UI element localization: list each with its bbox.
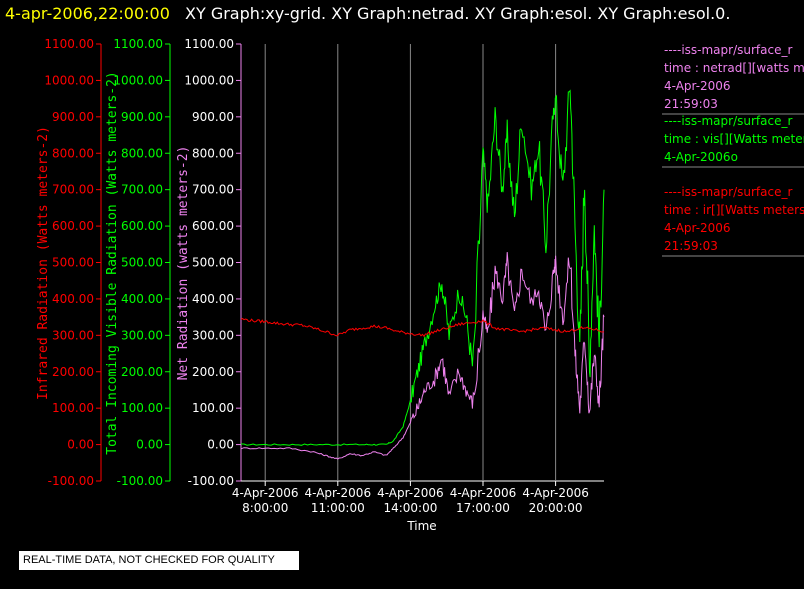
- chart-title: 4-apr-2006,22:00:00 XY Graph:xy-grid. XY…: [5, 4, 730, 23]
- series-lines: [240, 89, 605, 460]
- vertical-grid: [264, 44, 557, 481]
- ir-tick-label: -100.00: [48, 474, 94, 488]
- vis-tick-label: 1100.00: [113, 37, 163, 51]
- x-tick-time: 20:00:00: [529, 501, 583, 515]
- legend-entry-line: ----iss-mapr/surface_r: [664, 43, 792, 57]
- x-tick-time: 11:00:00: [311, 501, 365, 515]
- vis-tick-label: 900.00: [121, 110, 163, 124]
- netrad-axis-ticks: -100.00 0.00 100.00 200.00 300.00 400.00 500.0…: [184, 37, 241, 488]
- netrad-tick-label: 100.00: [192, 401, 234, 415]
- netrad-tick-label: 0.00: [207, 438, 234, 452]
- ir-axis-ticks: -100.00 0.00 100.00 200.00 300.00 400.00 500.0…: [44, 37, 101, 488]
- x-axis-title: Time: [406, 519, 436, 533]
- x-tick-date: 4-Apr-2006: [232, 486, 299, 500]
- x-tick-time: 17:00:00: [456, 501, 510, 515]
- ir-tick-label: 100.00: [52, 401, 94, 415]
- vis-tick-label: 1000.00: [113, 73, 163, 87]
- vis-tick-label: 200.00: [121, 365, 163, 379]
- netrad-tick-label: 600.00: [192, 219, 234, 233]
- legend-entry-line: time : ir[][Watts meters: [664, 203, 804, 217]
- legend-entry-line: 21:59:03: [664, 239, 718, 253]
- title-datetime: 4-apr-2006,22:00:00: [5, 4, 170, 23]
- ir-axis-title: Infrared Radiation (Watts meters-2): [36, 126, 51, 400]
- vis-tick-label: 0.00: [136, 438, 163, 452]
- vis-tick-label: -100.00: [117, 474, 163, 488]
- status-badge: REAL-TIME DATA, NOT CHECKED FOR QUALITY: [19, 551, 299, 570]
- x-axis-ticks: 4-Apr-20068:00:004-Apr-200611:00:004-Apr…: [232, 481, 589, 515]
- netrad-tick-label: 300.00: [192, 328, 234, 342]
- netrad-axis-title: Net Radiation (watts meters-2): [176, 146, 191, 381]
- vis-axis-ticks: -100.00 0.00 100.00 200.00 300.00 400.00 500.0…: [113, 37, 170, 488]
- x-tick-date: 4-Apr-2006: [305, 486, 372, 500]
- legend-entry-line: time : vis[][Watts meter: [664, 132, 804, 146]
- vis-tick-label: 800.00: [121, 146, 163, 160]
- vis-axis-title: Total Incoming Visible Radiation (Watts …: [105, 71, 120, 455]
- legend-entry-line: ----iss-mapr/surface_r: [664, 185, 792, 199]
- ir-tick-label: 300.00: [52, 328, 94, 342]
- netrad-tick-label: 700.00: [192, 183, 234, 197]
- netrad-tick-label: 900.00: [192, 110, 234, 124]
- netrad-tick-label: 400.00: [192, 292, 234, 306]
- legend-entry-line: time : netrad[][watts me: [664, 61, 804, 75]
- ir-series-line: [240, 317, 605, 338]
- ir-tick-label: 900.00: [52, 110, 94, 124]
- x-tick-date: 4-Apr-2006: [522, 486, 589, 500]
- ir-tick-label: 200.00: [52, 365, 94, 379]
- netrad-tick-label: -100.00: [188, 474, 234, 488]
- netrad-tick-label: 500.00: [192, 256, 234, 270]
- legend-entry-line: ----iss-mapr/surface_r: [664, 114, 792, 128]
- ir-tick-label: 500.00: [52, 256, 94, 270]
- x-tick-date: 4-Apr-2006: [377, 486, 444, 500]
- ir-tick-label: 0.00: [67, 438, 94, 452]
- legend-entry-line: 4-Apr-2006: [664, 221, 731, 235]
- ir-tick-label: 700.00: [52, 183, 94, 197]
- vis-series-line: [241, 89, 605, 446]
- vis-tick-label: 600.00: [121, 219, 163, 233]
- netrad-tick-label: 1000.00: [184, 73, 234, 87]
- x-tick-date: 4-Apr-2006: [450, 486, 517, 500]
- title-graph-list: XY Graph:xy-grid. XY Graph:netrad. XY Gr…: [185, 4, 730, 23]
- ir-tick-label: 400.00: [52, 292, 94, 306]
- ir-tick-label: 800.00: [52, 146, 94, 160]
- ir-tick-label: 600.00: [52, 219, 94, 233]
- vis-tick-label: 700.00: [121, 183, 163, 197]
- netrad-series-line: [240, 252, 605, 460]
- vis-tick-label: 300.00: [121, 328, 163, 342]
- ir-tick-label: 1000.00: [44, 73, 94, 87]
- x-tick-time: 14:00:00: [383, 501, 437, 515]
- legend-entry-line: 4-Apr-2006o: [664, 150, 738, 164]
- vis-tick-label: 400.00: [121, 292, 163, 306]
- x-tick-time: 8:00:00: [242, 501, 288, 515]
- vis-tick-label: 100.00: [121, 401, 163, 415]
- legend-entry-line: 21:59:03: [664, 97, 718, 111]
- legend-entry-line: 4-Apr-2006: [664, 79, 731, 93]
- netrad-tick-label: 1100.00: [184, 37, 234, 51]
- ir-tick-label: 1100.00: [44, 37, 94, 51]
- plot-area: 4-Apr-20068:00:004-Apr-200611:00:004-Apr…: [232, 44, 605, 515]
- netrad-tick-label: 200.00: [192, 365, 234, 379]
- netrad-tick-label: 800.00: [192, 146, 234, 160]
- vis-tick-label: 500.00: [121, 256, 163, 270]
